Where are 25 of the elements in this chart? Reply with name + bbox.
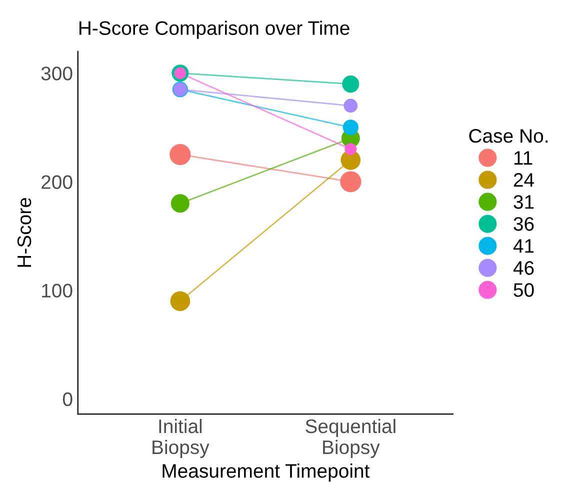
point [170,291,190,312]
point [344,143,357,156]
y-tick-label: 200 [42,175,72,189]
y-tick-label: 0 [62,392,72,406]
legend-label: 50 [514,283,534,297]
y-tick-label: 300 [41,66,72,80]
point [342,75,360,93]
x-tick-label: Initial Biopsy [152,418,210,458]
point [342,120,358,136]
legend-label: 36 [514,217,534,231]
x-axis-title: Measurement Timepoint [162,464,370,482]
legend-label: 24 [514,173,534,187]
point [344,98,358,113]
x-tick-label: Sequential Biopsy [306,418,396,458]
legend-label: 11 [514,151,532,165]
legend-title: Case No. [469,129,548,143]
legend-label: 41 [513,239,534,253]
legend-label: 46 [513,261,534,275]
point [340,171,362,192]
point [170,144,191,166]
y-tick-label: 100 [42,284,72,298]
chart-title: H-Score Comparison over Time [79,20,350,39]
point [170,194,190,213]
y-axis-title: H-Score [17,198,32,267]
legend-label: 31 [514,195,534,209]
